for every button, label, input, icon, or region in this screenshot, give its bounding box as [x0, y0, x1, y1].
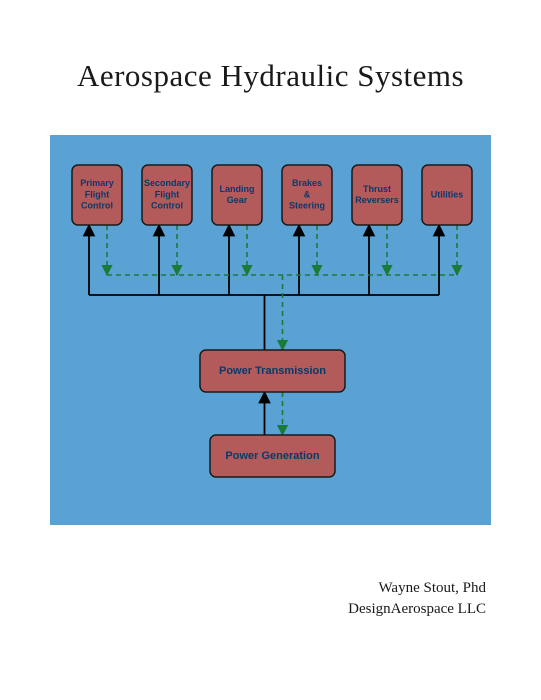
page-title: Aerospace Hydraulic Systems [0, 58, 541, 94]
node-brakes: Brakes& Steering [282, 165, 332, 225]
svg-text:Utilities: Utilities [431, 189, 464, 199]
node-primary: PrimaryFlight Control [72, 165, 122, 225]
svg-text:Brakes: Brakes [292, 178, 322, 188]
svg-text:Control: Control [81, 201, 113, 211]
node-secondary: SecondaryFlight Control [142, 165, 192, 225]
svg-text:Primary: Primary [80, 178, 114, 188]
svg-text:Power Generation: Power Generation [225, 450, 319, 462]
node-landing: LandingGear [212, 165, 262, 225]
svg-text:Gear: Gear [227, 195, 248, 205]
node-thrust: ThrustReversers [352, 165, 402, 225]
svg-text:Secondary: Secondary [144, 178, 190, 188]
svg-text:Flight: Flight [155, 189, 180, 199]
svg-text:&: & [304, 189, 311, 199]
svg-text:Control: Control [151, 201, 183, 211]
svg-text:Steering: Steering [289, 201, 325, 211]
svg-text:Thrust: Thrust [363, 184, 391, 194]
svg-text:Power Transmission: Power Transmission [219, 365, 326, 377]
diagram-svg: PrimaryFlightControlSecondaryFlightContr… [50, 135, 491, 525]
author-name: Wayne Stout, Phd [348, 578, 486, 599]
hydraulic-systems-diagram: PrimaryFlightControlSecondaryFlightContr… [50, 135, 491, 525]
node-utilities: Utilities [422, 165, 472, 225]
credits-block: Wayne Stout, Phd DesignAerospace LLC [348, 578, 486, 620]
node-trans: Power Transmission [200, 350, 345, 392]
svg-text:Reversers: Reversers [355, 195, 399, 205]
node-gen: Power Generation [210, 435, 335, 477]
org-name: DesignAerospace LLC [348, 599, 486, 620]
svg-text:Flight: Flight [85, 189, 110, 199]
svg-text:Landing: Landing [220, 184, 255, 194]
